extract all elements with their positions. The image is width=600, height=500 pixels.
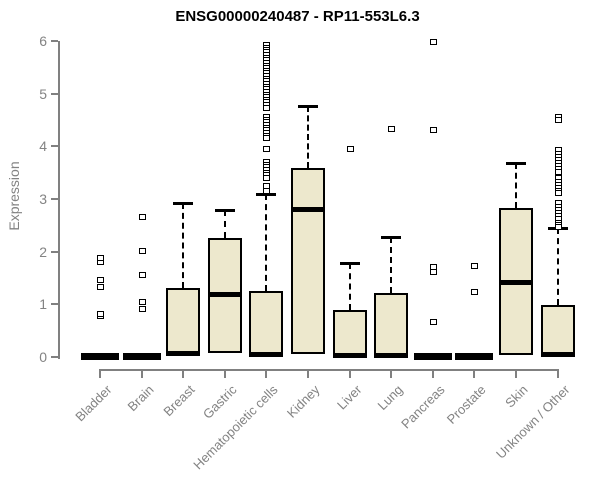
y-tick-label: 6 — [39, 32, 47, 49]
outlier-point — [97, 310, 104, 317]
outlier-point — [138, 214, 146, 221]
x-axis-tick — [515, 371, 517, 378]
whisker-cap — [506, 162, 526, 166]
x-axis-tick — [307, 371, 309, 378]
outlier-point — [429, 39, 437, 46]
x-axis-tick — [390, 371, 393, 378]
outlier-point — [138, 247, 146, 254]
whisker-cap — [256, 192, 277, 196]
upper-whisker — [348, 263, 351, 311]
upper-whisker — [182, 202, 185, 289]
outlier-point — [138, 305, 146, 312]
iqr-box — [374, 293, 409, 357]
outlier-point — [97, 277, 104, 284]
outlier-point — [554, 169, 562, 176]
outlier-point — [429, 127, 437, 134]
x-tick-label: Unknown / Other — [492, 382, 573, 462]
upper-whisker — [265, 193, 268, 291]
flat-box — [413, 352, 452, 360]
y-axis-tick — [51, 39, 58, 42]
x-axis-tick — [265, 371, 268, 378]
median-line — [207, 291, 242, 297]
median-line — [499, 280, 533, 286]
median-line — [332, 352, 367, 358]
y-tick-label: 0 — [39, 349, 47, 365]
median-line — [540, 352, 575, 358]
y-tick-label: 5 — [39, 85, 47, 102]
outlier-point — [263, 145, 271, 152]
upper-whisker — [223, 209, 226, 239]
outlier-point — [263, 174, 271, 181]
iqr-box — [540, 305, 575, 357]
median-line — [166, 351, 201, 357]
whisker-cap — [339, 262, 360, 266]
upper-whisker — [515, 163, 517, 209]
median-line — [374, 352, 409, 358]
y-tick-label: 4 — [39, 138, 47, 155]
iqr-box — [166, 288, 201, 356]
upper-whisker — [390, 236, 393, 294]
x-axis-tick — [348, 371, 351, 378]
outlier-point — [138, 272, 146, 279]
outlier-point — [429, 319, 437, 326]
iqr-box — [332, 310, 367, 357]
upper-whisker — [556, 228, 559, 306]
iqr-box — [249, 290, 284, 357]
whisker-cap — [298, 105, 318, 109]
whisker-cap — [173, 201, 194, 205]
outlier-point — [346, 145, 354, 152]
outlier-point — [263, 187, 271, 194]
y-tick-label: 1 — [39, 296, 47, 313]
y-axis-tick — [51, 250, 58, 253]
y-axis-line — [58, 40, 60, 359]
outlier-point — [97, 284, 104, 291]
y-axis-tick — [51, 145, 58, 148]
x-axis-tick — [473, 371, 476, 378]
flat-box — [81, 352, 119, 360]
iqr-box — [291, 168, 325, 355]
x-axis-tick — [99, 371, 101, 378]
outlier-point — [471, 262, 479, 269]
outlier-point — [554, 117, 562, 124]
outlier-point — [554, 190, 562, 197]
x-axis-tick — [431, 371, 434, 378]
x-axis-tick — [140, 371, 143, 378]
x-axis-tick — [182, 371, 185, 378]
chart-title: ENSG00000240487 - RP11-553L6.3 — [175, 8, 420, 25]
outlier-point — [471, 288, 479, 295]
flat-box — [455, 352, 494, 360]
y-axis-tick — [51, 356, 58, 358]
outlier-point — [263, 135, 271, 142]
y-tick-label: 2 — [39, 243, 47, 260]
outlier-point — [97, 255, 104, 262]
y-axis-tick — [51, 92, 58, 95]
x-axis-tick — [223, 371, 226, 378]
outlier-point — [138, 299, 146, 306]
y-axis-tick — [51, 197, 58, 200]
whisker-cap — [214, 208, 235, 212]
median-line — [249, 352, 284, 358]
outlier-point — [429, 264, 437, 271]
outlier-point — [554, 224, 562, 231]
outlier-point — [263, 104, 271, 111]
x-axis-line — [99, 369, 559, 371]
y-tick-label: 3 — [39, 190, 47, 207]
whisker-cap — [381, 235, 402, 239]
outlier-point — [388, 126, 396, 133]
x-axis-tick — [556, 371, 559, 378]
upper-whisker — [307, 106, 309, 169]
flat-box — [122, 352, 161, 360]
median-line — [291, 207, 325, 213]
y-axis-tick — [51, 303, 58, 306]
